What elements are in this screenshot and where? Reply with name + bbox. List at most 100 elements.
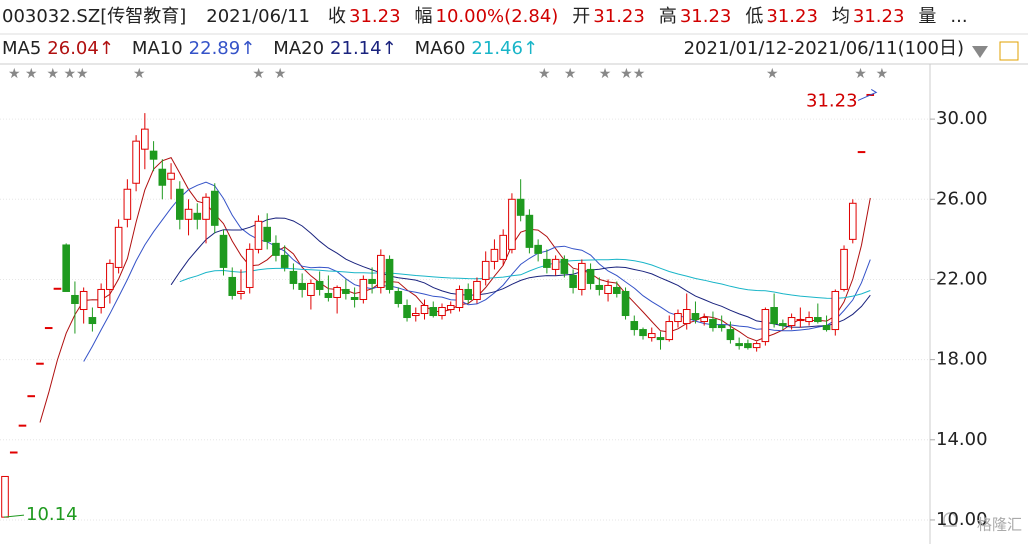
- candle-body: [377, 254, 385, 288]
- header-text: 高: [659, 6, 677, 27]
- y-tick-label: 18.00: [936, 349, 988, 370]
- header-text: 10.00%(2.84): [436, 6, 559, 27]
- candle-body: [184, 208, 193, 220]
- candle-body: [508, 198, 516, 250]
- candle-body: [71, 294, 79, 304]
- candle-body: [9, 451, 18, 454]
- candle-body: [88, 317, 97, 325]
- header-text: 26.04↑: [47, 38, 114, 59]
- candle-body: [831, 290, 840, 331]
- candle-body: [770, 307, 778, 325]
- candle-body: [534, 244, 542, 254]
- arrow: [857, 89, 878, 101]
- ma-line: [39, 156, 871, 423]
- candle-body: [106, 262, 114, 290]
- candle-body: [464, 288, 473, 300]
- candle-body: [141, 128, 149, 150]
- candle-body: [27, 395, 36, 398]
- candle-body: [822, 325, 831, 331]
- candle-body: [700, 317, 709, 323]
- header-text: 22.89↑: [189, 38, 256, 59]
- candle-body: [193, 212, 202, 220]
- candle-body: [481, 260, 490, 280]
- ma-line: [179, 258, 871, 299]
- candle-body: [429, 307, 438, 317]
- candle-body: [333, 286, 341, 298]
- candle-body: [36, 362, 44, 365]
- header-text: 31.23: [766, 6, 818, 27]
- candle-body: [665, 321, 674, 341]
- candle-body: [726, 329, 735, 341]
- header-text: 31.23: [680, 6, 732, 27]
- candle-body: [656, 337, 665, 341]
- candle-body: [298, 282, 306, 290]
- ma-line: [83, 181, 871, 362]
- candle-body: [149, 150, 158, 160]
- header-text: 量: [918, 6, 936, 27]
- candle-body: [621, 290, 630, 317]
- candle-body: [202, 196, 210, 220]
- candle-body: [455, 288, 464, 309]
- candle-body: [350, 296, 359, 300]
- svg-text:★ ★ ★ ★★: ★ ★ ★ ★★: [538, 66, 645, 82]
- candle-body: [237, 290, 245, 294]
- candle-body: [359, 278, 368, 300]
- ma-line: [170, 217, 871, 328]
- candle-body: [709, 319, 717, 329]
- header-text: 低: [745, 6, 763, 27]
- candle-body: [787, 317, 796, 327]
- price-label: 10.14: [26, 504, 78, 525]
- lock-button[interactable]: [999, 41, 1019, 61]
- candle-body: [525, 214, 534, 248]
- candle-body: [324, 292, 333, 298]
- candle-body: [735, 343, 743, 347]
- candle-body: [586, 268, 595, 284]
- header-text: 2021/06/11: [206, 6, 310, 27]
- header-text: 31.23: [349, 6, 401, 27]
- candle-body: [569, 274, 577, 288]
- candle-body: [805, 317, 813, 323]
- candle-body: [62, 244, 70, 292]
- candle-body: [691, 313, 700, 321]
- y-tick-label: 10.00: [936, 509, 988, 530]
- header-text: MA5: [2, 38, 41, 59]
- candle-body: [263, 226, 271, 242]
- candle-body: [551, 258, 560, 270]
- candle-body: [53, 287, 62, 290]
- dropdown-icon[interactable]: [972, 46, 988, 58]
- candle-body: [578, 262, 586, 290]
- candle-body: [682, 309, 691, 325]
- header-text: MA10: [132, 38, 183, 59]
- candle-body: [761, 309, 770, 343]
- watermark: 格隆汇: [977, 516, 1022, 534]
- header-text: MA60: [415, 38, 466, 59]
- candle-body: [516, 198, 525, 216]
- candle-body: [176, 188, 184, 220]
- header-text: ...: [950, 6, 967, 27]
- lock-icon: [943, 512, 957, 527]
- candle-body: [630, 321, 639, 331]
- candle-body: [420, 305, 429, 315]
- candle-body: [368, 278, 376, 284]
- star-row: ★ ★ ★ ★★ ★ ★ ★ ★ ★ ★ ★★ ★ ★ ★: [8, 66, 888, 82]
- candle-body: [848, 202, 857, 240]
- candle-body: [245, 248, 254, 288]
- svg-text:★ ★ ★ ★★ ★: ★ ★ ★ ★★ ★ ★ ★: [8, 66, 286, 82]
- candle-body: [752, 343, 761, 349]
- candle-body: [674, 313, 682, 323]
- y-tick-label: 30.00: [936, 108, 988, 129]
- candle-body: [446, 305, 455, 311]
- header-text: 收: [328, 6, 346, 27]
- candle-body: [403, 305, 411, 319]
- candle-body: [342, 288, 350, 294]
- y-tick-label: 22.00: [936, 268, 988, 289]
- candle-body: [158, 168, 167, 186]
- candle-body: [228, 276, 237, 296]
- candle-body: [210, 190, 219, 226]
- candle-body: [280, 254, 289, 268]
- candle-body: [123, 188, 132, 220]
- candle-body: [385, 258, 394, 290]
- header-text: 003032.SZ[传智教育]: [2, 6, 186, 27]
- header-text: 均: [832, 6, 850, 27]
